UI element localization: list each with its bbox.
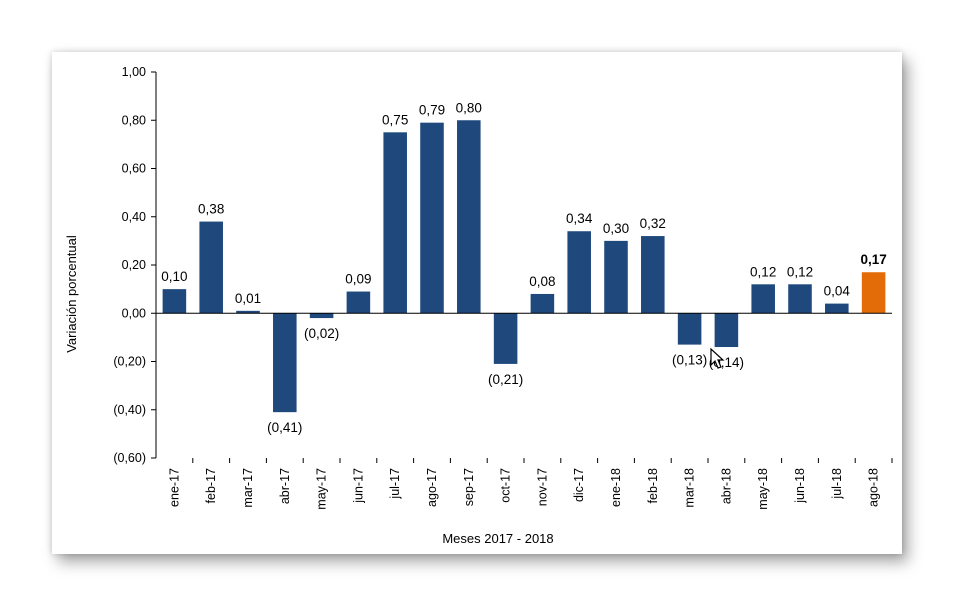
x-tick-label: abr-17 [278,468,292,504]
bar-mar-18 [677,313,702,345]
value-label-jun-17: 0,09 [345,272,371,287]
y-tick-label: 0,80 [122,113,146,127]
bar-sep-17 [457,120,481,314]
bar-jul-17 [383,132,407,314]
bar-nov-17 [530,293,555,314]
x-tick-label: ago-18 [867,468,881,507]
x-tick-label: ene-18 [609,468,623,507]
x-tick-label: may-17 [315,468,329,510]
value-label-sep-17: 0,80 [456,100,482,115]
bar-jun-18 [788,284,812,314]
bar-feb-17 [199,221,223,314]
value-label-mar-17: 0,01 [235,291,261,306]
value-label-abr-17: (0,41) [267,420,302,435]
value-label-ago-17: 0,79 [419,103,445,118]
bar-jun-17 [346,291,371,314]
bar-jul-18 [825,303,849,314]
value-label-ago-18: 0,17 [860,252,886,267]
mouse-pointer-icon [710,348,725,369]
value-label-ene-18: 0,30 [603,221,629,236]
value-label-feb-17: 0,38 [198,202,224,217]
bar-feb-18 [641,236,665,314]
bar-may-18 [751,284,775,314]
bar-ene-17 [162,289,187,314]
y-axis-ticks: 1,00 0,80 0,60 0,40 0,20 0,00 (0,20) (0,40) (0,6… [113,65,156,465]
x-tick-label: jul-18 [830,468,844,500]
x-tick-label: mar-18 [683,468,697,508]
y-tick-label: 0,00 [122,306,146,320]
x-tick-label: jul-17 [388,468,402,500]
value-label-jul-18: 0,04 [824,284,851,299]
value-labels: 0,10 0,38 0,01 (0,41) (0,02) 0,09 0,75 0,79 0,80… [161,100,886,435]
x-tick-label: may-18 [756,468,770,510]
x-tick-label: ago-17 [425,468,439,507]
y-tick-label: 0,20 [122,258,146,272]
x-axis-ticks: ene-17 feb-17 mar-17 abr-17 may-17 jun-17 jul-… [167,458,893,510]
bars [162,120,886,413]
value-label-dic-17: 0,34 [566,211,593,226]
y-tick-label: 0,40 [122,210,146,224]
y-axis-label: Variación porcentual [64,235,79,353]
y-tick-label: 1,00 [122,65,146,79]
y-tick-label: 0,60 [122,162,146,176]
value-label-mar-18: (0,13) [672,353,707,368]
value-label-nov-17: 0,08 [529,274,555,289]
value-label-feb-18: 0,32 [640,216,666,231]
x-tick-label: feb-17 [204,468,218,503]
x-tick-label: dic-17 [572,468,586,502]
bar-abr-17 [273,313,297,413]
x-tick-label: ene-17 [167,468,181,507]
y-tick-label: (0,40) [113,403,146,417]
y-tick-label: (0,60) [113,451,146,465]
x-tick-label: oct-17 [499,468,513,503]
chart-card: 1,00 0,80 0,60 0,40 0,20 0,00 (0,20) (0,40) (0,6… [52,52,902,554]
value-label-ene-17: 0,10 [161,269,187,284]
value-label-oct-17: (0,21) [488,372,523,387]
bar-mar-17 [236,310,260,314]
x-tick-label: nov-17 [535,468,549,506]
value-label-jul-17: 0,75 [382,112,408,127]
bar-abr-18 [714,313,739,348]
y-tick-label: (0,20) [113,355,146,369]
bar-ago-18 [861,272,886,314]
bar-oct-17 [493,313,518,364]
value-label-may-17: (0,02) [304,326,339,341]
value-label-jun-18: 0,12 [787,264,813,279]
bar-ago-17 [420,122,444,314]
x-axis-label: Meses 2017 - 2018 [442,531,553,546]
bar-dic-17 [567,231,591,314]
bar-may-17 [309,313,334,319]
x-tick-label: sep-17 [462,468,476,506]
bar-chart: 1,00 0,80 0,60 0,40 0,20 0,00 (0,20) (0,40) (0,6… [64,65,893,546]
x-tick-label: jun-18 [793,468,807,504]
x-tick-label: abr-18 [719,468,733,504]
x-tick-label: mar-17 [241,468,255,508]
x-tick-label: jun-17 [351,468,365,504]
value-label-may-18: 0,12 [750,264,776,279]
bar-ene-18 [604,240,628,314]
x-tick-label: feb-18 [646,468,660,503]
